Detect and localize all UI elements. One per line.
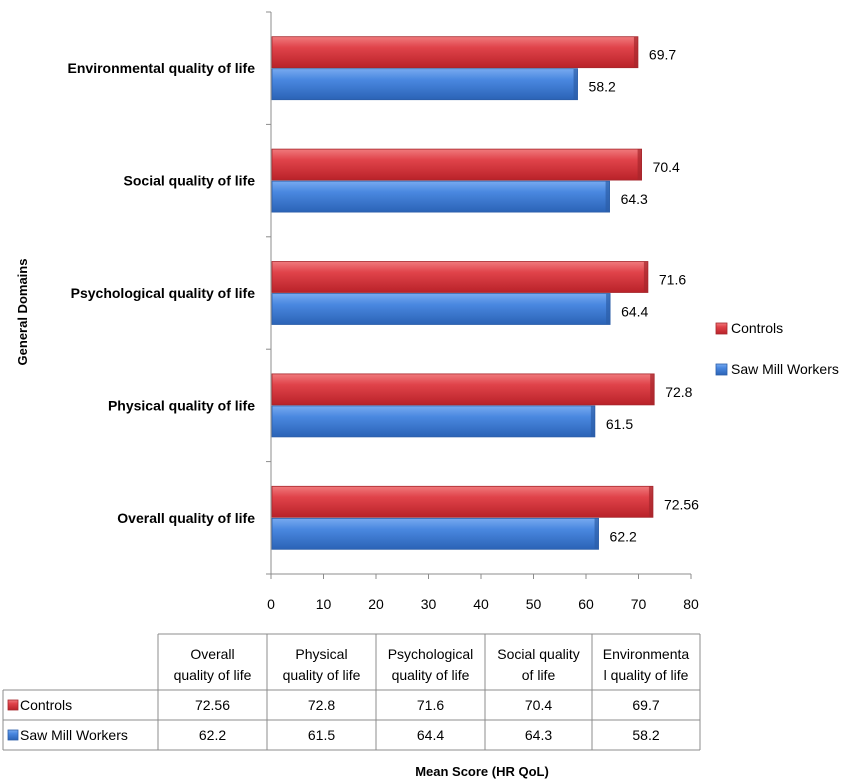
table-cell: 61.5	[308, 727, 335, 743]
legend-swatch-controls	[715, 322, 728, 335]
table-cell: 62.2	[199, 727, 226, 743]
table-header: quality of life	[392, 667, 470, 683]
table-header: Social quality	[497, 646, 580, 662]
data-label: 72.8	[665, 384, 692, 400]
x-tick-label: 0	[267, 596, 275, 612]
category-label: Social quality of life	[124, 173, 256, 189]
table-header: Environmenta	[603, 646, 690, 662]
bar-controls-end	[643, 261, 648, 293]
table-header: l quality of life	[604, 667, 689, 683]
bar-saw-mill-workers-end	[573, 68, 578, 100]
bar-controls	[271, 373, 655, 406]
bar-saw-mill-workers-end	[594, 518, 599, 550]
bar-saw-mill-workers	[271, 180, 610, 213]
bar-saw-mill-workers	[271, 68, 578, 101]
y-axis-title: General Domains	[15, 259, 30, 366]
legend-label-saw-mill-workers: Saw Mill Workers	[731, 361, 839, 377]
bar-saw-mill-workers	[271, 517, 599, 550]
table-row-label: Saw Mill Workers	[20, 727, 128, 743]
x-tick-label: 70	[631, 596, 647, 612]
table-header: quality of life	[174, 667, 252, 683]
x-tick-label: 10	[316, 596, 332, 612]
bar-controls	[271, 485, 654, 518]
bar-controls	[271, 148, 643, 181]
table-cell: 64.3	[525, 727, 552, 743]
table-cell: 72.8	[308, 697, 335, 713]
x-tick-label: 30	[421, 596, 437, 612]
category-label: Overall quality of life	[117, 510, 255, 526]
bar-saw-mill-workers	[271, 405, 596, 438]
legend-label-controls: Controls	[731, 320, 783, 336]
bar-saw-mill-workers	[271, 293, 611, 325]
category-label: Physical quality of life	[108, 397, 255, 413]
table-cell: 70.4	[525, 697, 552, 713]
data-label: 71.6	[659, 272, 686, 288]
table-swatch-controls	[7, 699, 19, 711]
bar-controls-end	[633, 36, 638, 68]
table-cell: 64.4	[417, 727, 444, 743]
x-tick-label: 60	[578, 596, 594, 612]
data-label: 70.4	[653, 159, 680, 175]
data-label: 72.56	[664, 496, 699, 512]
table-swatch-saw-mill-workers	[7, 729, 19, 741]
bar-controls-end	[648, 486, 653, 518]
x-tick-label: 20	[368, 596, 384, 612]
table-header: Psychological	[388, 646, 474, 662]
bar-controls	[271, 261, 649, 293]
table-header: Overall	[190, 646, 234, 662]
legend-swatch-saw-mill-workers	[715, 363, 728, 376]
bar-controls-end	[637, 149, 642, 181]
table-header: Physical	[295, 646, 347, 662]
bar-controls	[271, 36, 639, 69]
table-cell: 69.7	[632, 697, 659, 713]
data-label: 61.5	[606, 416, 633, 432]
table-row-label: Controls	[20, 697, 72, 713]
data-label: 58.2	[589, 79, 616, 95]
bar-saw-mill-workers-end	[590, 405, 595, 437]
category-label: Environmental quality of life	[68, 60, 256, 76]
table-cell: 72.56	[195, 697, 230, 713]
bar-controls-end	[650, 373, 655, 405]
category-label: Psychological quality of life	[71, 285, 256, 301]
x-tick-label: 40	[473, 596, 489, 612]
data-label: 62.2	[610, 528, 637, 544]
x-tick-label: 80	[683, 596, 699, 612]
data-label: 64.3	[621, 191, 648, 207]
x-tick-label: 50	[526, 596, 542, 612]
bar-saw-mill-workers-end	[605, 181, 610, 213]
data-label: 64.4	[621, 304, 648, 320]
bar-saw-mill-workers-end	[606, 293, 611, 325]
x-axis-title: Mean Score (HR QoL)	[415, 764, 549, 779]
table-cell: 58.2	[632, 727, 659, 743]
table-header: quality of life	[283, 667, 361, 683]
table-cell: 71.6	[417, 697, 444, 713]
data-label: 69.7	[649, 47, 676, 63]
table-header: of life	[522, 667, 556, 683]
